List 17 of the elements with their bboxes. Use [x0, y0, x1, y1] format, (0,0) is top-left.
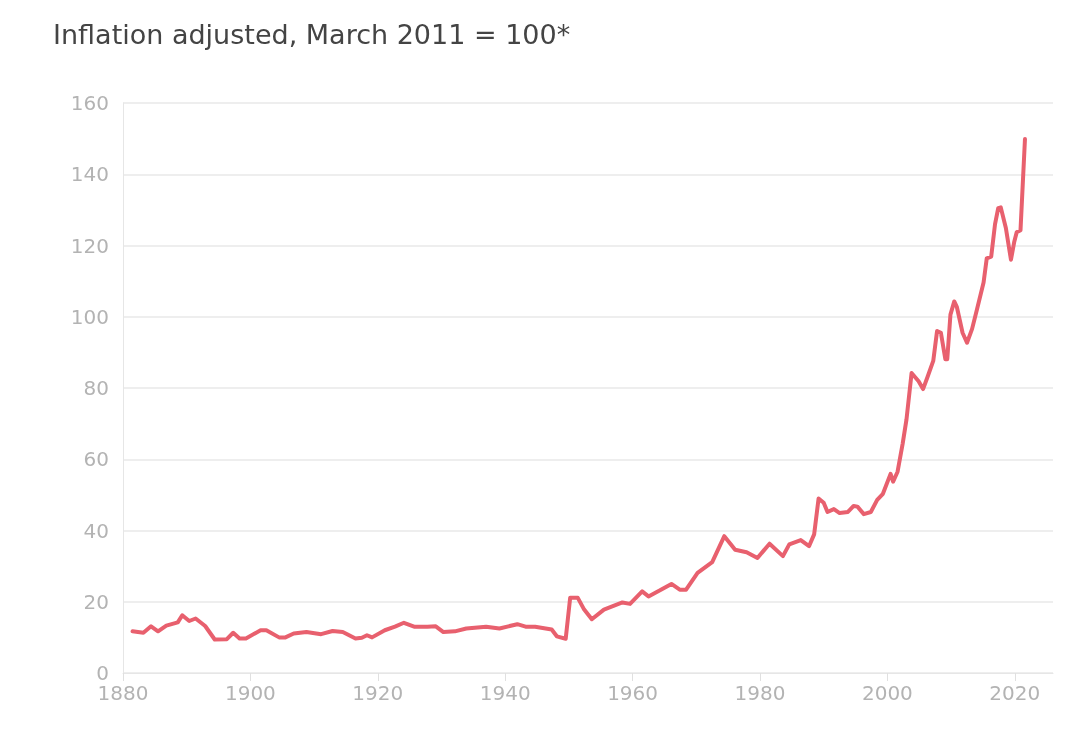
line-series	[130, 136, 1027, 642]
x-tick-label: 2020	[989, 681, 1041, 705]
y-tick-label: 120	[70, 233, 109, 258]
y-tick-label: 80	[83, 376, 109, 400]
x-tick-label: 1940	[479, 681, 531, 705]
y-tick-label: 100	[70, 304, 109, 329]
y-tick-label: 40	[83, 518, 109, 543]
y-tick-label: 160	[70, 91, 109, 115]
x-tick-label: 1920	[352, 681, 404, 705]
y-tick-label: 60	[83, 447, 109, 472]
chart-title: Inflation adjusted, March 2011 = 100*	[53, 19, 571, 50]
x-tick-label: 1960	[607, 681, 659, 705]
y-tick-label: 20	[83, 589, 109, 614]
x-tick-label: 1900	[224, 681, 276, 705]
x-tick-label: 2000	[861, 681, 913, 705]
y-tick-label: 140	[70, 162, 109, 187]
x-tick-label: 1980	[734, 681, 786, 705]
